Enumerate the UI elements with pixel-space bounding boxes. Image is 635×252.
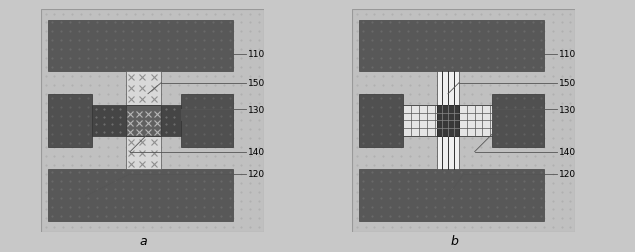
Bar xyxy=(359,21,544,72)
Bar xyxy=(459,105,493,137)
Text: 120: 120 xyxy=(248,170,265,179)
Bar xyxy=(126,137,161,170)
Text: 140: 140 xyxy=(559,147,577,156)
Text: 120: 120 xyxy=(559,170,577,179)
Text: 130: 130 xyxy=(248,105,265,114)
Bar xyxy=(403,105,493,137)
Bar xyxy=(182,94,232,148)
Bar xyxy=(437,137,459,170)
Bar xyxy=(437,105,459,137)
Text: 110: 110 xyxy=(559,50,577,59)
Bar xyxy=(92,105,182,137)
Text: 110: 110 xyxy=(248,50,265,59)
Text: a: a xyxy=(140,234,147,247)
Text: 150: 150 xyxy=(248,79,265,88)
Bar xyxy=(126,105,161,137)
Bar xyxy=(493,94,544,148)
Text: 150: 150 xyxy=(559,79,577,88)
Bar xyxy=(359,170,544,221)
Bar xyxy=(48,170,232,221)
Bar xyxy=(359,94,403,148)
Bar xyxy=(48,21,232,72)
Text: b: b xyxy=(451,234,458,247)
Bar xyxy=(48,94,92,148)
Bar xyxy=(126,72,161,105)
Bar xyxy=(437,72,459,105)
Bar xyxy=(403,105,437,137)
Text: 130: 130 xyxy=(559,105,577,114)
Text: 140: 140 xyxy=(248,147,265,156)
